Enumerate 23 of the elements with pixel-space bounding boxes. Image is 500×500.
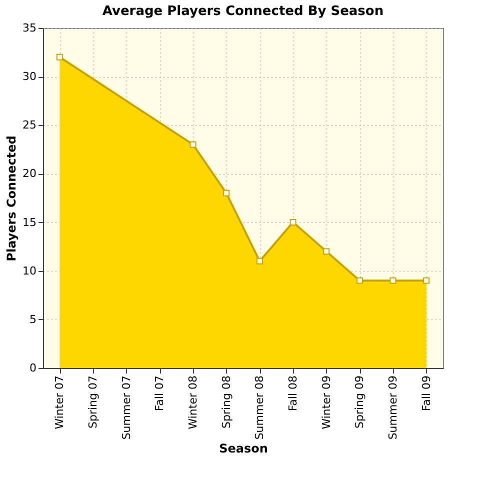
x-tick-label: Fall 08 [286,376,300,412]
x-tick-label: Winter 08 [186,376,200,430]
y-tick-label: 15 [22,216,36,229]
y-tick-label: 25 [22,118,36,132]
x-tick-label: Spring 09 [353,376,366,428]
y-axis-title: Players Connected [4,136,19,262]
x-tick-label: Spring 07 [86,376,100,428]
y-tick-label: 30 [22,70,36,84]
y-tick-label: 10 [22,264,36,278]
x-tick-label: Summer 08 [253,376,266,440]
x-tick-label: Winter 07 [53,376,66,430]
chart-title: Average Players Connected By Season [102,4,384,19]
x-tick-label: Summer 09 [386,376,400,440]
x-tick-label: Spring 08 [220,376,233,428]
y-tick-label: 20 [22,167,36,180]
x-tick-label: Summer 07 [120,376,133,440]
x-tick-label: Fall 07 [153,376,166,412]
x-tick-label: Winter 09 [320,376,333,430]
x-tick-label: Fall 09 [420,376,433,412]
x-axis-title: Season [219,442,268,456]
y-tick-label: 5 [30,312,36,326]
y-tick-label: 35 [22,22,36,34]
y-tick-label: 0 [30,362,36,374]
